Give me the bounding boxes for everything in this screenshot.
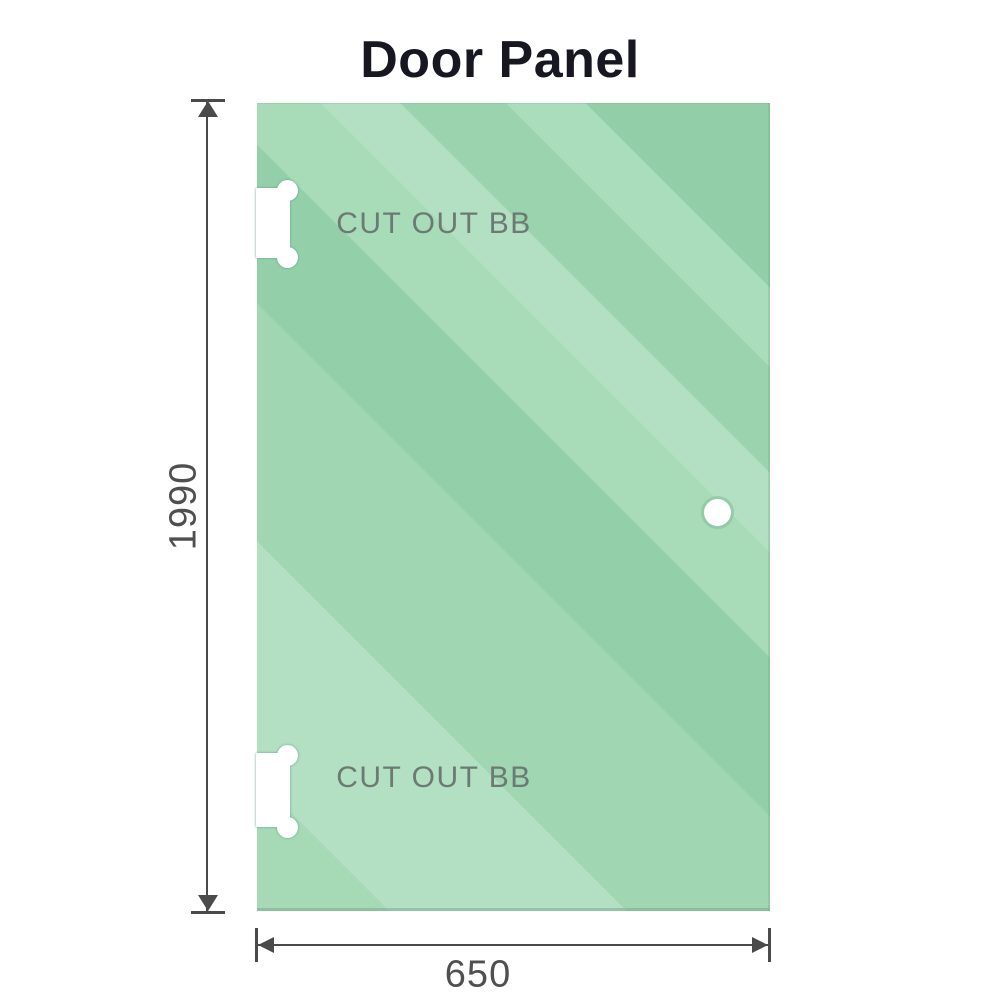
cutout-drill-hole-icon	[277, 247, 298, 268]
width-dim-left-cap	[255, 928, 258, 962]
height-dim-line	[206, 101, 208, 912]
page-title: Door Panel	[360, 31, 640, 89]
width-dim-line	[257, 944, 769, 946]
height-dim-bottom-cap	[191, 911, 225, 914]
arrow-down-icon	[198, 895, 218, 911]
arrow-right-icon	[752, 937, 768, 953]
cutout-label-top: CUT OUT BB	[336, 207, 532, 240]
glass-panel	[257, 103, 770, 911]
cutout-label-bottom: CUT OUT BB	[336, 761, 532, 794]
cutout-drill-hole-icon	[277, 180, 298, 201]
arrow-up-icon	[198, 101, 218, 117]
handle-hole	[704, 499, 731, 526]
width-dim-right-cap	[768, 928, 771, 962]
height-dim-top-cap	[191, 99, 225, 102]
hinge-cutout-bottom	[256, 745, 304, 838]
cutout-drill-hole-icon	[277, 745, 298, 766]
arrow-left-icon	[258, 937, 274, 953]
width-dimension-label: 650	[444, 953, 512, 996]
height-dimension-label: 1990	[162, 461, 205, 551]
hinge-cutout-top	[256, 180, 304, 268]
cutout-drill-hole-icon	[277, 817, 298, 838]
